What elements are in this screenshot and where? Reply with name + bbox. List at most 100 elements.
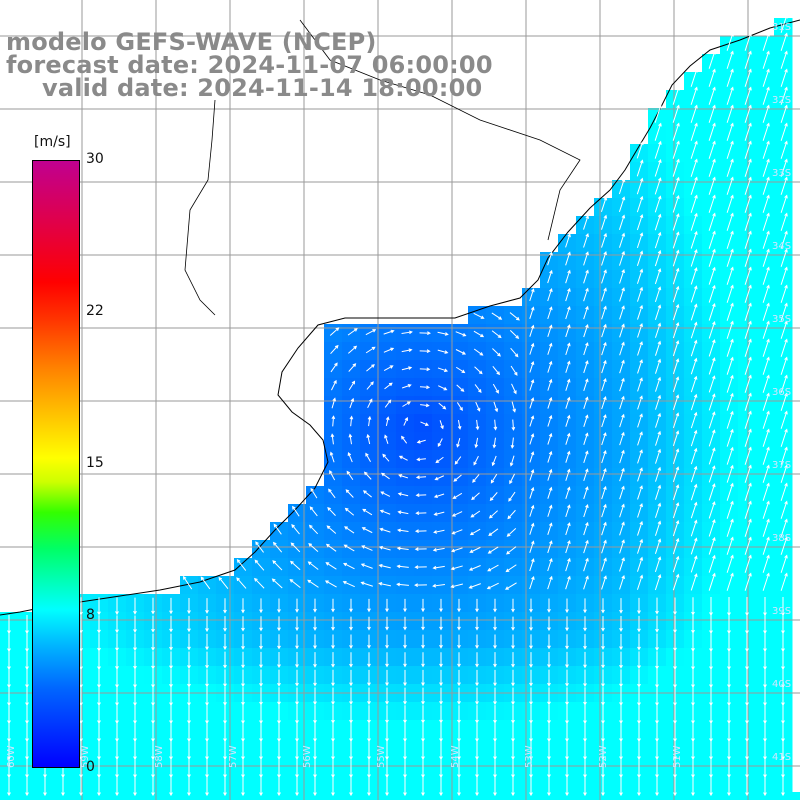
wind-arrow	[169, 651, 173, 670]
wind-arrow	[151, 651, 155, 670]
wind-arrow	[726, 104, 734, 123]
wind-arrow	[529, 598, 533, 613]
wind-arrow	[61, 776, 65, 797]
wind-arrow	[310, 487, 318, 499]
wind-arrow	[510, 365, 518, 376]
wind-arrow	[433, 529, 445, 534]
wind-arrow	[511, 776, 515, 797]
wind-arrow	[367, 687, 371, 705]
wind-arrow	[492, 348, 501, 357]
wind-arrow	[583, 616, 587, 632]
wind-arrow	[780, 284, 788, 303]
wind-arrow	[421, 616, 425, 631]
wind-arrow	[655, 776, 659, 797]
wind-arrow	[475, 776, 479, 797]
wind-cell	[756, 792, 775, 800]
wind-arrow	[455, 366, 466, 374]
wind-arrow	[726, 248, 734, 267]
wind-arrow	[708, 122, 716, 141]
wind-arrow	[762, 158, 770, 177]
wind-arrow	[529, 486, 535, 499]
wind-arrow	[348, 363, 357, 372]
wind-arrow	[636, 214, 644, 231]
wind-arrow	[469, 546, 481, 553]
wind-arrow	[324, 580, 337, 588]
wind-arrow	[619, 449, 625, 464]
wind-arrow	[636, 232, 644, 249]
wind-arrow	[382, 453, 390, 462]
wind-arrow	[379, 509, 391, 515]
wind-cell	[162, 792, 181, 800]
wind-arrow	[259, 616, 263, 632]
wind-arrow	[330, 433, 335, 445]
wind-arrow	[762, 500, 770, 519]
wind-arrow	[529, 451, 535, 463]
wind-arrow	[619, 557, 625, 572]
wind-arrow	[295, 687, 299, 706]
wind-arrow	[654, 286, 662, 303]
wind-arrow	[439, 705, 443, 724]
wind-arrow	[744, 536, 752, 555]
lon-label: 55W	[376, 745, 387, 768]
wind-arrow	[308, 524, 319, 535]
wind-arrow	[619, 503, 625, 518]
wind-cell	[558, 792, 577, 800]
wind-arrow	[601, 287, 607, 302]
wind-arrow	[619, 539, 625, 554]
wind-arrow	[365, 452, 371, 462]
wind-arrow	[708, 519, 716, 537]
wind-arrow	[439, 652, 443, 668]
wind-arrow	[780, 104, 788, 123]
wind-arrow	[349, 705, 353, 724]
wind-arrow	[619, 323, 625, 338]
wind-arrow	[403, 776, 407, 797]
wind-arrow	[726, 302, 734, 321]
wind-arrow	[79, 615, 83, 634]
wind-arrow	[780, 392, 788, 411]
wind-arrow	[511, 598, 515, 613]
wind-arrow	[456, 402, 463, 412]
wind-arrow	[470, 510, 481, 518]
wind-arrow	[331, 598, 335, 613]
wind-arrow	[292, 505, 300, 517]
wind-arrow	[344, 526, 355, 534]
wind-arrow	[726, 32, 734, 51]
wind-arrow	[780, 446, 788, 465]
wind-arrow	[619, 651, 623, 669]
lat-label: 38S	[772, 533, 791, 544]
wind-arrow	[672, 231, 680, 249]
wind-arrow	[451, 529, 463, 535]
wind-arrow	[343, 544, 355, 552]
wind-arrow	[690, 104, 698, 123]
wind-arrow	[439, 634, 443, 649]
wind-arrow	[726, 464, 734, 483]
wind-arrow	[762, 518, 770, 537]
wind-arrow	[347, 328, 358, 336]
wind-arrow	[383, 347, 395, 353]
wind-arrow	[507, 509, 516, 520]
wind-arrow	[565, 557, 571, 572]
wind-arrow	[726, 176, 734, 195]
wind-arrow	[744, 50, 752, 69]
wind-arrow	[529, 540, 535, 553]
wind-arrow	[529, 342, 535, 355]
wind-arrow	[672, 104, 680, 123]
wind-arrow	[349, 415, 354, 427]
wind-arrow	[363, 471, 372, 480]
wind-arrow	[290, 542, 301, 553]
wind-arrow	[708, 411, 716, 429]
wind-arrow	[362, 508, 373, 516]
wind-arrow	[403, 416, 409, 426]
wind-arrow	[438, 385, 448, 391]
wind-arrow	[744, 482, 752, 501]
wind-arrow	[672, 519, 680, 537]
wind-arrow	[349, 687, 353, 706]
lon-label: 52W	[598, 745, 609, 768]
wind-arrow	[708, 158, 716, 177]
wind-arrow	[182, 575, 193, 590]
wind-arrow	[397, 510, 409, 515]
wind-arrow	[654, 268, 662, 285]
wind-arrow	[583, 486, 589, 500]
wind-arrow	[583, 539, 589, 554]
wind-arrow	[313, 598, 317, 613]
